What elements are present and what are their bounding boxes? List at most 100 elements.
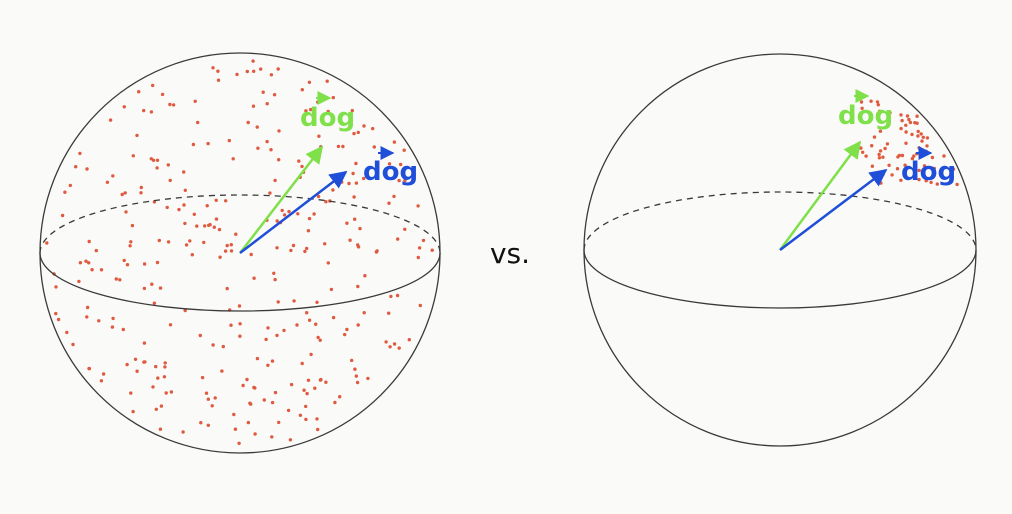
- point: [881, 155, 885, 159]
- point: [225, 243, 229, 248]
- point: [97, 319, 101, 323]
- point: [295, 323, 299, 327]
- point: [392, 342, 397, 346]
- point: [237, 441, 241, 445]
- point: [351, 171, 355, 176]
- point: [221, 344, 225, 349]
- point: [875, 100, 880, 104]
- point: [208, 223, 212, 227]
- point: [929, 180, 933, 185]
- point: [872, 135, 877, 139]
- point: [265, 102, 269, 106]
- point: [273, 277, 277, 282]
- point: [245, 377, 249, 382]
- point: [907, 117, 911, 122]
- point: [277, 158, 281, 162]
- point: [262, 398, 266, 402]
- point: [362, 311, 366, 315]
- point: [108, 118, 113, 122]
- point: [314, 322, 318, 326]
- point: [163, 361, 167, 365]
- right-equator-front: [583, 249, 977, 309]
- point: [184, 243, 189, 247]
- point: [234, 232, 238, 236]
- point: [354, 161, 358, 166]
- point: [876, 112, 880, 116]
- point: [165, 205, 169, 210]
- point: [268, 191, 272, 195]
- point: [155, 158, 160, 162]
- point: [878, 129, 883, 133]
- point: [905, 114, 910, 118]
- point: [183, 221, 187, 226]
- point: [916, 129, 920, 134]
- point: [121, 327, 126, 332]
- point: [252, 69, 256, 74]
- point: [316, 335, 320, 340]
- point: [118, 278, 122, 282]
- point: [362, 176, 366, 181]
- point: [137, 90, 141, 94]
- point: [915, 114, 919, 118]
- point: [78, 151, 82, 156]
- point: [142, 108, 146, 113]
- point: [277, 129, 281, 133]
- point: [319, 377, 323, 382]
- point: [211, 343, 215, 347]
- point: [171, 103, 176, 107]
- point: [78, 261, 83, 265]
- point: [899, 113, 903, 117]
- point: [238, 334, 242, 338]
- point: [269, 73, 274, 77]
- point: [399, 162, 403, 167]
- point: [182, 203, 186, 207]
- point: [181, 430, 185, 434]
- point: [396, 237, 400, 241]
- point: [338, 395, 342, 399]
- point: [924, 179, 928, 183]
- point: [352, 195, 356, 199]
- point: [287, 209, 291, 214]
- point: [238, 322, 242, 326]
- point: [87, 366, 91, 371]
- left-green-vector: [239, 145, 324, 254]
- point: [216, 69, 220, 73]
- point: [193, 99, 197, 104]
- point: [255, 356, 260, 361]
- point: [315, 300, 319, 304]
- point: [869, 99, 873, 103]
- point: [152, 301, 157, 305]
- point: [84, 259, 88, 263]
- point: [917, 146, 921, 150]
- point: [65, 330, 69, 335]
- point: [282, 213, 287, 217]
- point: [241, 383, 245, 388]
- point: [355, 380, 360, 385]
- point: [129, 391, 133, 395]
- point: [900, 118, 904, 123]
- point: [308, 153, 312, 158]
- left-blue-vector: [239, 170, 348, 254]
- point: [951, 167, 956, 171]
- point: [266, 363, 270, 367]
- point: [921, 135, 925, 139]
- point: [276, 67, 280, 71]
- point: [255, 125, 259, 129]
- point: [326, 109, 330, 114]
- point: [915, 121, 919, 125]
- left-equator-front: [39, 252, 441, 312]
- point: [149, 157, 153, 161]
- point: [264, 337, 268, 342]
- point: [253, 432, 257, 436]
- point: [214, 198, 218, 202]
- point: [224, 199, 228, 203]
- right-green-label-text: dog: [838, 101, 893, 131]
- point: [85, 315, 89, 319]
- point: [331, 95, 335, 100]
- point: [315, 155, 320, 160]
- vs-separator: vs.: [490, 237, 530, 270]
- point: [94, 248, 99, 253]
- point: [198, 333, 202, 338]
- point: [160, 92, 165, 97]
